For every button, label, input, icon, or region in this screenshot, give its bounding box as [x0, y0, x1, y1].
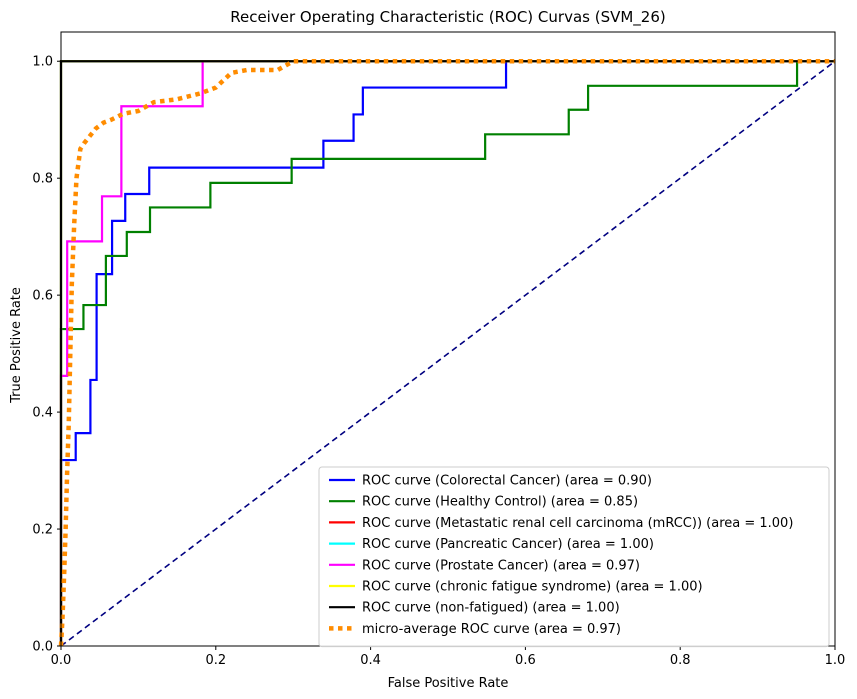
y-tick-label: 0.6	[32, 289, 53, 304]
plot-area: 0.0 0.2 0.4 0.6 0.8 1.0 0.0 0.2 0.4 0.6 0.8 1.0	[32, 31, 846, 668]
x-tick-label: 0.4	[360, 653, 381, 668]
y-tick-label: 0.8	[32, 172, 53, 187]
x-tick-label: 0.6	[515, 653, 536, 668]
legend-label: ROC curve (Metastatic renal cell carcino…	[362, 516, 793, 531]
legend-label: ROC curve (Pancreatic Cancer) (area = 1.…	[362, 537, 654, 552]
x-axis-label: False Positive Rate	[388, 676, 509, 691]
series-line-7	[58, 58, 835, 647]
chart-title: Receiver Operating Characteristic (ROC) …	[230, 8, 666, 27]
series-line-0	[59, 60, 835, 646]
x-tick-label: 0.8	[670, 653, 691, 668]
legend-box	[318, 466, 830, 648]
y-axis-label: True Positive Rate	[9, 287, 24, 404]
legend-label: micro-average ROC curve (area = 0.97)	[362, 622, 621, 637]
legend-label: ROC curve (Prostate Cancer) (area = 0.97…	[362, 558, 640, 573]
y-tick-label: 0.2	[32, 523, 53, 538]
y-tick-label: 0.0	[32, 640, 53, 655]
series-line-4	[59, 60, 835, 646]
series-line-1	[59, 60, 835, 646]
legend: ROC curve (Colorectal Cancer) (area = 0.…	[318, 466, 830, 648]
x-tick-label: 0.2	[205, 653, 226, 668]
legend-label: ROC curve (chronic fatigue syndrome) (ar…	[362, 580, 703, 595]
y-tick-label: 1.0	[32, 55, 53, 70]
x-tick-label: 0.0	[51, 653, 72, 668]
legend-label: ROC curve (Healthy Control) (area = 0.85…	[362, 495, 638, 510]
legend-label: ROC curve (Colorectal Cancer) (area = 0.…	[362, 474, 652, 489]
y-tick-label: 0.4	[32, 406, 53, 421]
legend-label: ROC curve (non-fatigued) (area = 1.00)	[362, 601, 620, 616]
x-tick-label: 1.0	[825, 653, 846, 668]
series-line-8	[60, 60, 836, 647]
